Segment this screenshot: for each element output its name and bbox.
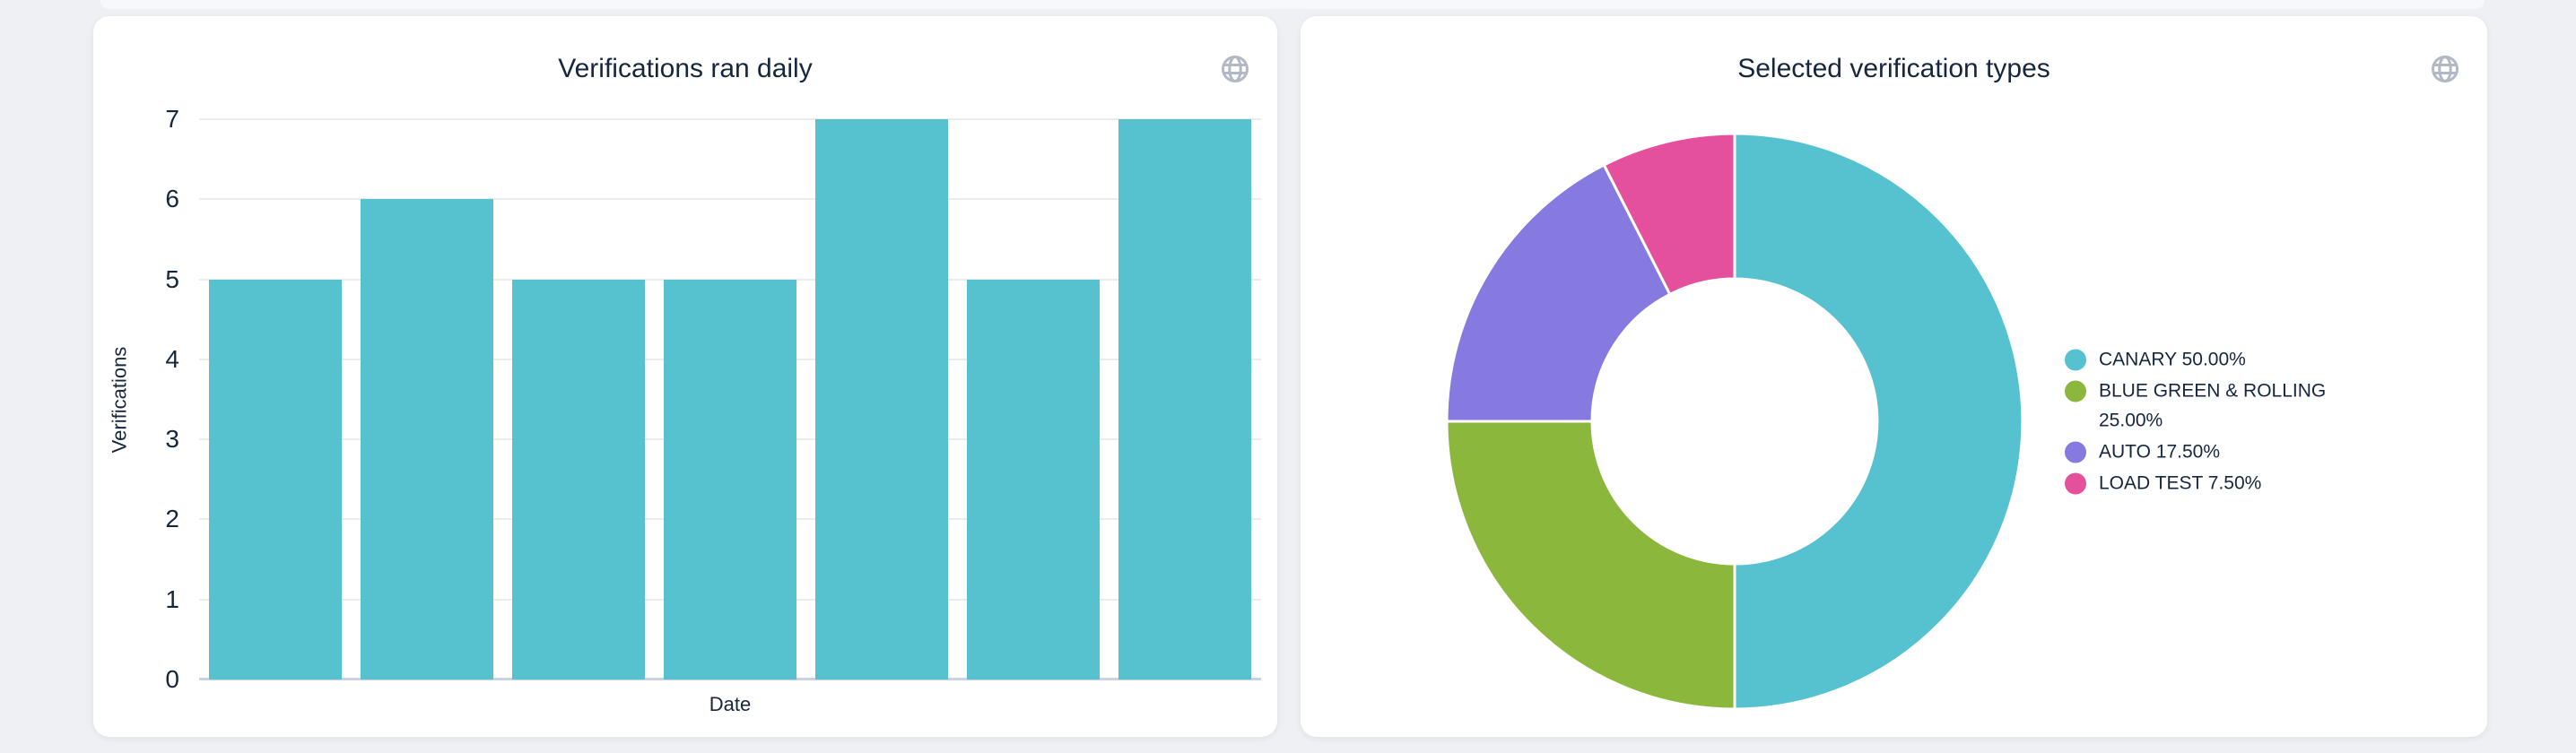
gridline [199,118,1261,120]
legend-swatch-icon [2065,349,2086,371]
donut-chart[interactable] [1443,130,2026,713]
legend-item[interactable]: AUTO 17.50% [2065,437,2348,467]
legend-label: CANARY 50.00% [2099,349,2246,370]
legend-swatch-icon [2065,441,2086,463]
legend-item[interactable]: LOAD TEST 7.50% [2065,469,2348,498]
x-axis-title: Date [709,693,752,715]
globe-icon[interactable] [2428,52,2462,86]
bar[interactable] [1118,119,1252,679]
donut-slice-canary[interactable] [1733,132,2024,711]
bar[interactable] [360,199,493,679]
bar[interactable] [511,279,645,679]
donut-slice-load-test[interactable] [1602,132,1736,296]
globe-icon[interactable] [1218,52,1252,86]
legend-swatch-icon [2065,380,2086,402]
bar[interactable] [815,119,949,679]
y-tick-label: 6 [165,185,179,213]
bar[interactable] [967,279,1101,679]
y-tick-label: 7 [165,105,179,133]
y-tick-label: 1 [165,584,179,613]
donut-slice-auto[interactable] [1445,163,1672,423]
y-tick-label: 2 [165,505,179,533]
bar[interactable] [208,279,342,679]
bar[interactable] [664,279,796,679]
legend-label: LOAD TEST 7.50% [2099,472,2262,494]
legend-swatch-icon [2065,472,2086,495]
donut-chart-card: Selected verification types CANARY 50.00… [1301,16,2487,737]
legend-label: BLUE GREEN & ROLLING 25.00% [2099,380,2327,431]
y-tick-label: 4 [165,344,179,373]
legend-label: AUTO 17.50% [2099,441,2221,463]
bar-chart-title: Verifications ran daily [558,54,813,83]
donut-chart-title: Selected verification types [1737,54,2050,83]
donut-slice-blue-green-rolling[interactable] [1445,420,1736,711]
bar-chart-card: Verifications ran daily Verifications Da… [93,16,1277,737]
legend-item[interactable]: CANARY 50.00% [2065,345,2348,375]
y-tick-label: 3 [165,425,179,454]
y-tick-label: 5 [165,264,179,293]
legend-item[interactable]: BLUE GREEN & ROLLING 25.00% [2065,376,2348,436]
donut-legend: CANARY 50.00% BLUE GREEN & ROLLING 25.00%… [2065,343,2348,500]
previous-row-card-remnant [100,0,2485,9]
y-tick-label: 0 [165,665,179,693]
gridline [199,198,1261,201]
